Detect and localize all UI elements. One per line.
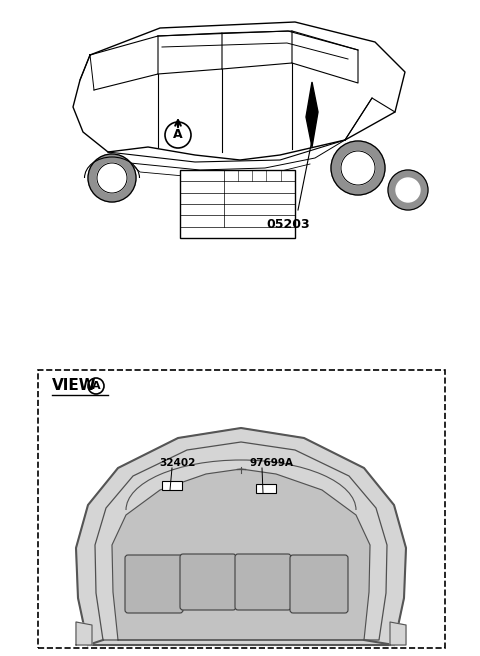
FancyBboxPatch shape — [180, 170, 295, 238]
Circle shape — [165, 122, 191, 148]
Text: 05203: 05203 — [266, 218, 310, 231]
Polygon shape — [73, 22, 405, 160]
Bar — [256, 484, 276, 493]
Circle shape — [341, 151, 375, 185]
Bar — [162, 481, 182, 490]
Text: 32402: 32402 — [160, 458, 196, 468]
Circle shape — [88, 154, 136, 202]
FancyBboxPatch shape — [180, 554, 236, 610]
Polygon shape — [76, 428, 406, 645]
FancyBboxPatch shape — [235, 554, 291, 610]
Circle shape — [97, 163, 127, 193]
Text: VIEW: VIEW — [52, 378, 96, 393]
Text: A: A — [92, 381, 100, 391]
Polygon shape — [76, 622, 92, 645]
Polygon shape — [306, 82, 318, 147]
Circle shape — [388, 170, 428, 210]
Circle shape — [396, 178, 420, 202]
Text: A: A — [173, 129, 183, 142]
FancyBboxPatch shape — [38, 370, 445, 648]
Polygon shape — [390, 622, 406, 645]
FancyBboxPatch shape — [125, 555, 183, 613]
Polygon shape — [112, 469, 370, 640]
Circle shape — [88, 378, 104, 394]
Text: 97699A: 97699A — [250, 458, 294, 468]
FancyBboxPatch shape — [290, 555, 348, 613]
Circle shape — [331, 141, 385, 195]
